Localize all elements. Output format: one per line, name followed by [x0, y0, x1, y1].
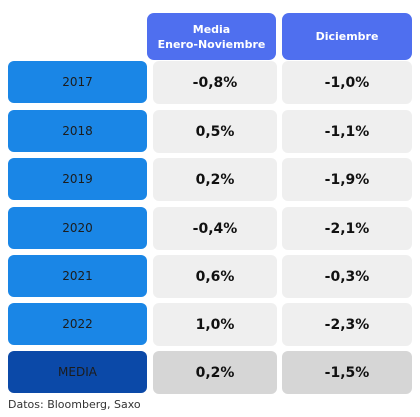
media-cell: 0,2%: [153, 351, 277, 394]
table-row: 2017 -0,8% -1,0%: [0, 61, 420, 105]
row-label: MEDIA: [8, 351, 147, 393]
media-cell: 0,6%: [153, 255, 277, 298]
table-row-average: MEDIA 0,2% -1,5%: [0, 351, 420, 395]
table-row: 2020 -0,4% -2,1%: [0, 207, 420, 251]
media-cell: -0,4%: [153, 207, 277, 250]
header-col1-line2: Enero-Noviembre: [157, 37, 266, 51]
table-row: 2021 0,6% -0,3%: [0, 255, 420, 299]
table-row: 2018 0,5% -1,1%: [0, 110, 420, 154]
media-cell: -0,8%: [153, 61, 277, 104]
media-cell: 0,5%: [153, 110, 277, 153]
diciembre-cell: -1,5%: [282, 351, 412, 394]
row-label: 2017: [8, 61, 147, 103]
row-label: 2021: [8, 255, 147, 297]
row-label: 2022: [8, 303, 147, 345]
table-row: 2022 1,0% -2,3%: [0, 303, 420, 347]
diciembre-cell: -1,9%: [282, 158, 412, 201]
row-label: 2018: [8, 110, 147, 152]
header-diciembre: Diciembre: [282, 13, 412, 60]
source-note: Datos: Bloomberg, Saxo: [8, 398, 141, 411]
media-cell: 0,2%: [153, 158, 277, 201]
diciembre-cell: -2,1%: [282, 207, 412, 250]
diciembre-cell: -1,1%: [282, 110, 412, 153]
diciembre-cell: -2,3%: [282, 303, 412, 346]
header-media-enero-noviembre: Media Enero-Noviembre: [147, 13, 276, 60]
diciembre-cell: -0,3%: [282, 255, 412, 298]
row-label: 2020: [8, 207, 147, 249]
diciembre-cell: -1,0%: [282, 61, 412, 104]
row-label: 2019: [8, 158, 147, 200]
header-col1-line1: Media: [192, 22, 231, 36]
table-row: 2019 0,2% -1,9%: [0, 158, 420, 202]
media-cell: 1,0%: [153, 303, 277, 346]
